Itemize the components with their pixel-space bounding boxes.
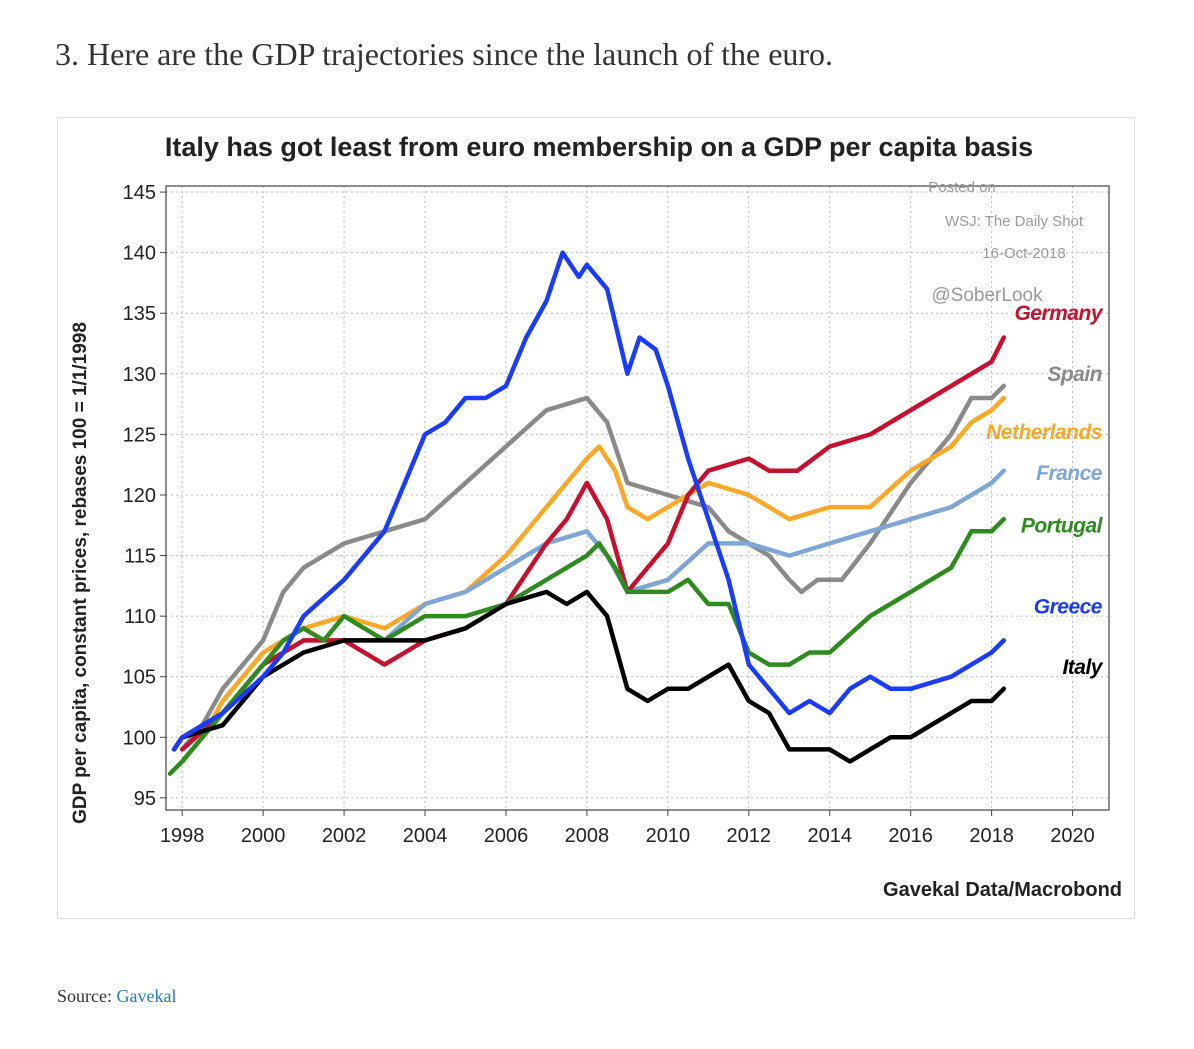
x-tick-label: 2014 bbox=[807, 825, 852, 847]
source-line: Source: Gavekal bbox=[57, 986, 176, 1007]
series-label-spain: Spain bbox=[1047, 363, 1102, 386]
series-label-netherlands: Netherlands bbox=[986, 421, 1102, 444]
x-tick-label: 2000 bbox=[241, 825, 286, 847]
gdp-line-chart: Italy has got least from euro membership… bbox=[70, 132, 1122, 901]
watermark-line: @SoberLook bbox=[931, 285, 1043, 306]
x-tick-label: 1998 bbox=[160, 825, 205, 847]
y-tick-label: 105 bbox=[123, 667, 156, 689]
chart-title: Italy has got least from euro membership… bbox=[165, 132, 1033, 162]
y-tick-label: 145 bbox=[123, 182, 156, 204]
y-tick-label: 120 bbox=[123, 485, 156, 507]
watermark-line: 16-Oct-2018 bbox=[982, 245, 1065, 262]
y-tick-label: 135 bbox=[123, 303, 156, 325]
axis-layer: 1998 2000 2002 2004 2006 2008 2010 2012 2014 2016… bbox=[123, 182, 1095, 847]
y-tick-label: 110 bbox=[124, 606, 156, 628]
series-line-italy bbox=[171, 589, 1007, 764]
x-tick-label: 2016 bbox=[888, 825, 933, 847]
y-tick-label: 130 bbox=[123, 364, 156, 386]
series-line-spain bbox=[179, 383, 1007, 752]
series-label-germany: Germany bbox=[1014, 302, 1103, 325]
source-prefix: Source: bbox=[57, 986, 112, 1006]
series-label-italy: Italy bbox=[1062, 656, 1103, 679]
y-tick-label: 125 bbox=[123, 424, 156, 446]
series-line-greece bbox=[171, 250, 1007, 752]
series-label-france: France bbox=[1036, 462, 1103, 485]
source-link[interactable]: Gavekal bbox=[116, 986, 177, 1006]
x-tick-label: 2006 bbox=[484, 825, 529, 847]
y-tick-label: 100 bbox=[123, 727, 156, 749]
y-tick-label: 95 bbox=[134, 788, 156, 810]
page-heading: 3. Here are the GDP trajectories since t… bbox=[55, 36, 834, 72]
series-label-greece: Greece bbox=[1034, 595, 1103, 618]
y-axis-label: GDP per capita, constant prices, rebases… bbox=[70, 322, 91, 824]
x-tick-label: 2010 bbox=[646, 825, 691, 847]
series-line-germany bbox=[179, 335, 1007, 752]
watermark: Posted on WSJ: The Daily Shot 16-Oct-2018 @… bbox=[928, 179, 1084, 306]
watermark-line: Posted on bbox=[928, 179, 996, 196]
x-tick-label: 2004 bbox=[403, 825, 448, 847]
watermark-line: WSJ: The Daily Shot bbox=[945, 213, 1084, 230]
x-tick-label: 2018 bbox=[969, 825, 1014, 847]
y-tick-label: 115 bbox=[124, 546, 156, 568]
series-line-netherlands bbox=[179, 395, 1007, 764]
series-layer bbox=[167, 250, 1007, 776]
y-tick-label: 140 bbox=[123, 243, 156, 265]
series-label-portugal: Portugal bbox=[1021, 514, 1104, 537]
x-tick-label: 2012 bbox=[727, 825, 772, 847]
series-label-layer: Germany Spain Netherlands France Portugal Gre… bbox=[986, 302, 1104, 679]
plot-frame bbox=[165, 185, 1110, 811]
x-tick-label: 2020 bbox=[1050, 825, 1095, 847]
chart-figure: Italy has got least from euro membership… bbox=[57, 117, 1135, 919]
chart-credit: Gavekal Data/Macrobond bbox=[883, 879, 1122, 901]
x-tick-label: 2008 bbox=[565, 825, 610, 847]
x-tick-label: 2002 bbox=[322, 825, 367, 847]
